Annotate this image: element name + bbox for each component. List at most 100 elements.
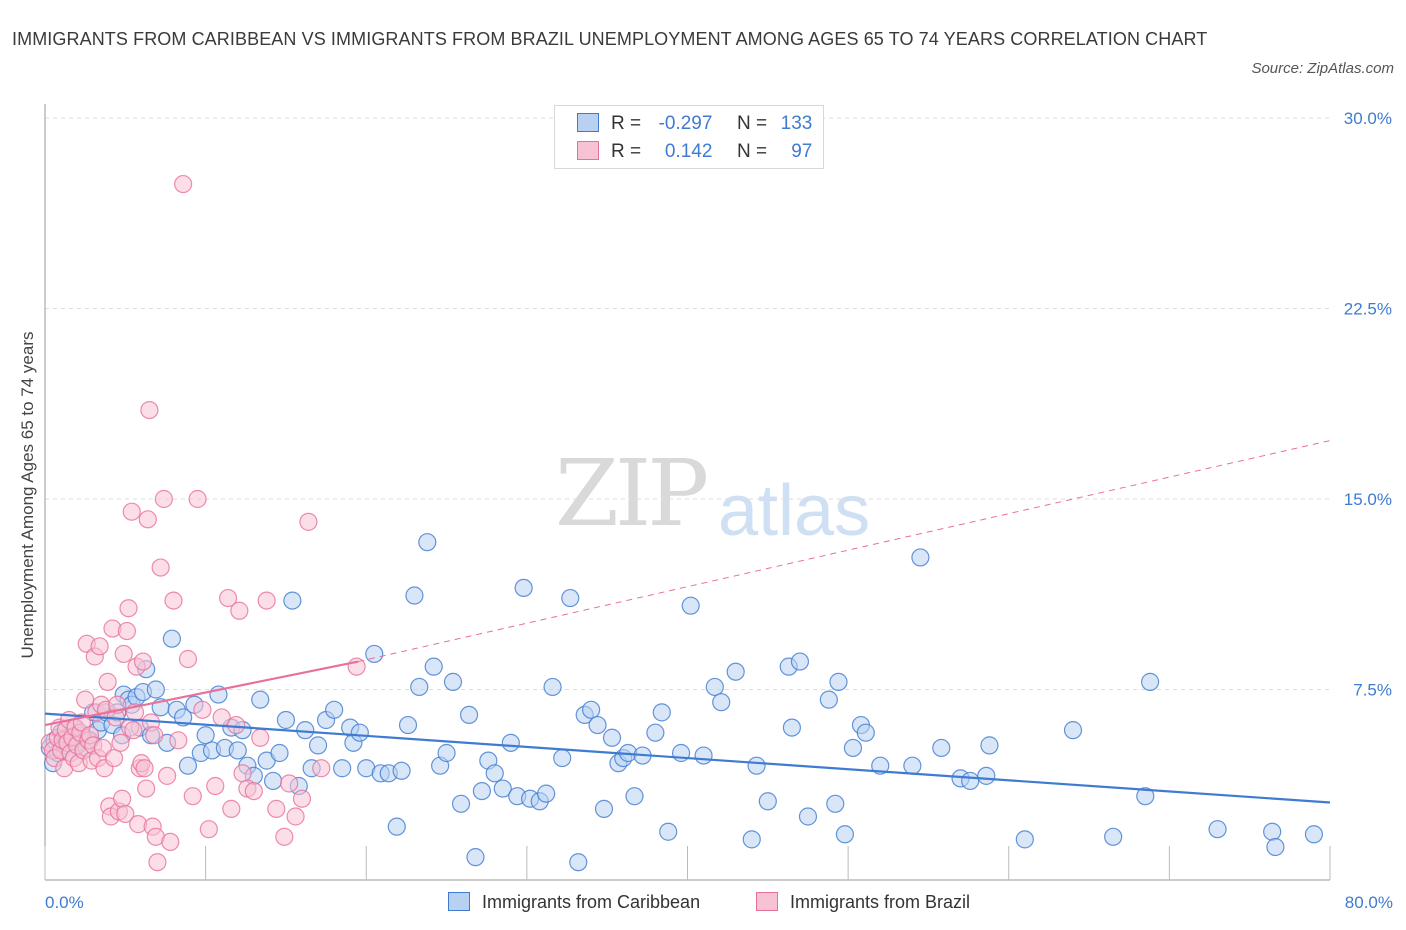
caribbean-point	[437, 743, 456, 763]
brazil-point	[145, 726, 164, 745]
brazil-point	[222, 799, 241, 818]
watermark-atlas: atlas	[718, 471, 871, 551]
caribbean-point	[392, 761, 411, 780]
brazil-point	[148, 853, 167, 872]
brazil-point	[90, 637, 109, 656]
brazil-point	[199, 820, 218, 839]
caribbean-point	[694, 746, 713, 765]
brazil-point	[257, 591, 276, 610]
brazil-point	[178, 649, 198, 669]
brazil-point	[275, 827, 294, 846]
brazil-point	[98, 672, 117, 691]
caribbean-point	[747, 756, 766, 775]
caribbean-point	[1263, 822, 1282, 841]
caribbean-point	[726, 662, 745, 681]
legend-n-label: N =	[736, 113, 768, 134]
caribbean-point	[283, 591, 302, 610]
caribbean-point	[1063, 721, 1083, 740]
y-tick-label: 22.5%	[1344, 300, 1392, 319]
caribbean-point	[514, 578, 533, 598]
caribbean-point	[602, 728, 622, 747]
caribbean-point	[790, 652, 810, 671]
caribbean-point	[410, 677, 429, 697]
brazil-point	[188, 489, 207, 509]
caribbean-point	[980, 736, 999, 755]
caribbean-point	[1266, 837, 1285, 857]
brazil-point	[151, 558, 170, 577]
caribbean-point	[443, 672, 463, 691]
chart-title: IMMIGRANTS FROM CARIBBEAN VS IMMIGRANTS …	[12, 29, 1208, 49]
brazil-point	[286, 807, 305, 826]
caribbean-point	[276, 710, 296, 730]
y-tick-label: 15.0%	[1344, 490, 1392, 509]
brazil-point	[169, 731, 188, 750]
caribbean-point	[365, 644, 384, 664]
caribbean-point	[819, 690, 838, 709]
legend-r-label: R =	[611, 113, 642, 134]
brazil-point	[112, 789, 132, 808]
brazil-point	[104, 748, 124, 768]
brazil-point	[292, 789, 312, 808]
brazil-point	[140, 401, 159, 420]
caribbean-point	[263, 771, 283, 791]
caribbean-point	[174, 708, 193, 727]
caribbean-point	[871, 756, 890, 775]
caribbean-point	[146, 680, 165, 699]
caribbean-point	[501, 733, 520, 752]
brazil-point	[183, 787, 202, 806]
x-tick-label-min: 0.0%	[45, 893, 84, 912]
caribbean-point	[459, 705, 479, 725]
caribbean-point	[561, 588, 580, 608]
legend-n-label: N =	[736, 141, 768, 162]
caribbean-point	[594, 799, 614, 818]
caribbean-point	[405, 586, 424, 605]
caribbean-point	[1140, 672, 1160, 691]
caribbean-point	[466, 848, 485, 867]
caribbean-point	[1136, 787, 1155, 806]
caribbean-point	[659, 822, 678, 841]
caribbean-point	[829, 672, 848, 691]
caribbean-point	[493, 779, 512, 798]
brazil-point	[219, 588, 238, 608]
brazil-legend-swatch	[756, 892, 778, 911]
caribbean-point	[537, 784, 556, 803]
caribbean-point	[333, 759, 352, 778]
caribbean-point	[588, 715, 607, 735]
y-tick-label: 30.0%	[1344, 109, 1392, 128]
brazil-point	[122, 502, 141, 521]
brazil-point	[312, 759, 331, 778]
brazil-point	[164, 591, 183, 610]
brazil-point	[154, 489, 173, 509]
caribbean-point	[308, 736, 328, 755]
caribbean-point	[932, 738, 951, 758]
brazil-point	[133, 652, 153, 671]
caribbean-point	[625, 787, 644, 806]
caribbean-point	[228, 741, 247, 760]
caribbean-point	[712, 693, 731, 712]
caribbean-point	[856, 723, 875, 742]
caribbean-point	[418, 533, 437, 552]
legend-r-value-caribbean: -0.297	[658, 113, 713, 134]
brazil-point	[93, 738, 112, 758]
brazil-point	[206, 776, 225, 796]
caribbean-point	[569, 853, 588, 872]
brazil-point	[299, 512, 318, 531]
caribbean-point	[1304, 825, 1324, 844]
caribbean-point	[798, 807, 818, 826]
caribbean-point	[1015, 830, 1034, 849]
caribbean-point	[543, 677, 562, 697]
chart-source: Source: ZipAtlas.com	[1251, 60, 1394, 77]
brazil-point	[135, 759, 154, 778]
caribbean-point	[911, 548, 930, 567]
brazil-point	[114, 644, 133, 664]
caribbean-point	[162, 629, 181, 648]
caribbean-point	[582, 700, 601, 719]
caribbean-point	[652, 703, 671, 722]
brazil-point	[230, 601, 249, 620]
brazil-point	[116, 804, 135, 824]
caribbean-point	[350, 723, 369, 742]
caribbean-point	[325, 700, 344, 719]
caribbean-point	[843, 738, 863, 758]
caribbean-point	[1208, 820, 1227, 839]
brazil-point	[251, 728, 270, 747]
